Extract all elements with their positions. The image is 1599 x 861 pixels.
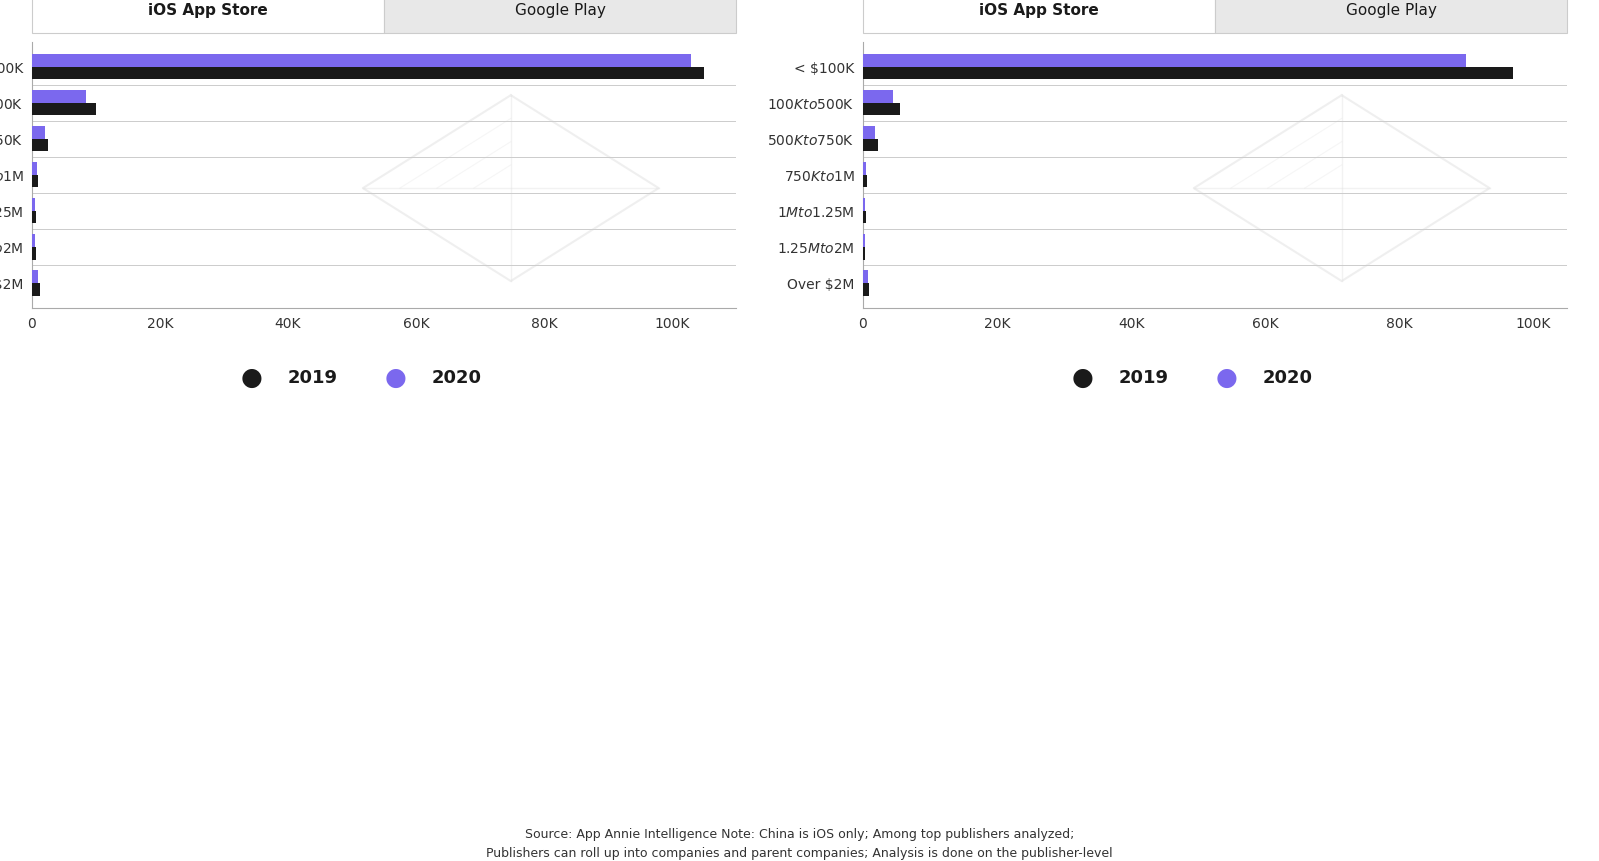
Bar	[32, 103, 96, 116]
Bar	[863, 103, 900, 116]
Text: 2020: 2020	[1263, 369, 1313, 386]
Bar	[32, 176, 38, 189]
Bar	[863, 248, 865, 260]
Bar	[32, 68, 704, 80]
Bar	[32, 283, 40, 296]
Bar	[32, 248, 35, 260]
Text: Source: App Annie Intelligence Note: China is iOS only; Among top publishers ana: Source: App Annie Intelligence Note: Chi…	[486, 827, 1113, 861]
Text: ●: ●	[384, 365, 406, 389]
Text: Google Play: Google Play	[515, 3, 606, 18]
Text: ●: ●	[1215, 365, 1238, 389]
Bar	[32, 55, 691, 68]
Bar	[863, 176, 867, 189]
Text: 2020: 2020	[432, 369, 481, 386]
Bar	[863, 235, 865, 248]
Bar	[863, 91, 894, 103]
Text: ●: ●	[1071, 365, 1094, 389]
Bar	[863, 127, 875, 139]
Bar	[863, 68, 1513, 80]
Bar	[32, 212, 37, 224]
Bar	[863, 55, 1466, 68]
Bar	[32, 235, 35, 248]
Text: iOS App Store: iOS App Store	[149, 3, 269, 18]
Bar	[32, 163, 37, 176]
Bar	[32, 271, 38, 283]
Bar	[32, 127, 45, 139]
Bar	[863, 199, 865, 212]
Bar	[32, 199, 35, 212]
Text: ●: ●	[240, 365, 262, 389]
Bar	[863, 283, 868, 296]
Bar	[863, 212, 865, 224]
Bar	[863, 271, 868, 283]
Bar	[32, 139, 48, 152]
Text: 2019: 2019	[1119, 369, 1169, 386]
Text: Google Play: Google Play	[1345, 3, 1436, 18]
Text: iOS App Store: iOS App Store	[979, 3, 1099, 18]
Text: 2019: 2019	[288, 369, 337, 386]
Bar	[32, 91, 86, 103]
Bar	[863, 139, 878, 152]
Bar	[863, 163, 865, 176]
